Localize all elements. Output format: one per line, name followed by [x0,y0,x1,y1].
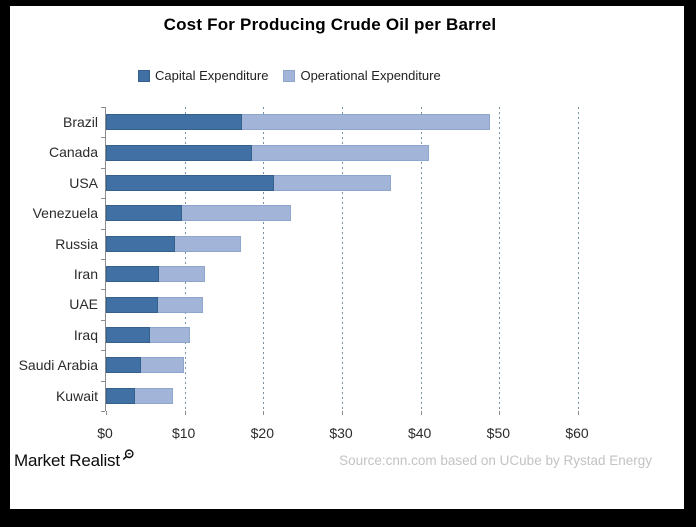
chart-title: Cost For Producing Crude Oil per Barrel [163,15,497,34]
gridline [184,107,186,411]
bar-segment-operational [159,266,206,283]
bar-segment-capital [106,235,176,252]
bar-segment-operational [157,296,203,313]
y-axis-category-labels: Brazil Canada USA Venezuela Russia Iran UAE Ira… [10,107,98,411]
x-tick-label: $10 [171,425,196,441]
x-axis-tick [499,411,501,415]
legend-swatch-icon [283,69,296,82]
gridline [342,107,343,411]
bar-segment-operational [251,144,429,161]
category-label: USA [69,174,98,191]
x-tick-label: $0 [97,425,113,441]
chart-legend: Capital Expenditure Operational Expenditu… [138,68,441,83]
bar-row-canada [106,144,429,161]
gridline [578,107,580,411]
x-tick-label: $30 [329,425,353,441]
legend-item-capital: Capital Expenditure [138,68,268,83]
bar-row-usa [106,175,391,191]
category-label: Iran [73,265,98,282]
bar-segment-capital [106,296,158,313]
bar-row-kuwait [106,387,173,404]
category-label: Brazil [62,114,98,130]
bar-row-russia [106,235,242,252]
y-axis-tick [101,168,105,169]
y-axis-tick [101,320,105,321]
bar-row-iraq [106,327,191,343]
y-axis-tick [101,289,105,290]
x-axis-tick [420,411,422,415]
x-axis-tick [578,411,580,415]
bar-segment-capital [106,144,252,161]
y-axis-tick [101,381,105,382]
bar-segment-operational [135,387,173,404]
y-axis-tick [101,259,105,260]
category-label: Iraq [73,326,98,343]
legend-label: Operational Expenditure [300,68,441,83]
x-axis-tick [263,411,265,415]
y-axis-tick [101,198,105,199]
x-tick-label: $40 [407,425,432,441]
bar-segment-capital [106,205,182,222]
bar-segment-capital [106,266,160,283]
bar-segment-operational [175,235,242,252]
gridline [499,107,501,411]
bar-segment-capital [106,175,275,191]
bar-segment-capital [106,114,243,131]
x-tick-label: $60 [565,425,589,441]
y-axis-tick [101,350,105,351]
category-label: Kuwait [55,387,98,404]
category-label: Saudi Arabia [18,357,98,374]
y-axis-tick [101,229,105,230]
category-label: UAE [69,296,98,313]
y-axis-tick [101,137,105,138]
legend-swatch-icon [138,69,150,82]
bar-segment-operational [274,175,391,191]
bar-row-saudi-arabia [106,357,184,374]
category-label: Canada [48,144,98,161]
x-axis-tick [184,411,186,415]
brand-logo: Market Realist [14,449,135,471]
bar-segment-capital [106,327,151,343]
magnifier-icon [122,449,134,460]
bar-segment-operational [242,114,490,131]
bar-row-brazil [106,114,490,131]
bar-segment-capital [106,387,136,404]
plot-area [101,107,611,415]
legend-label: Capital Expenditure [155,68,269,83]
y-axis-tick [101,107,105,108]
bar-segment-operational [181,205,291,222]
x-axis-tick [342,411,343,415]
x-tick-label: $50 [486,425,511,441]
brand-logo-text: Market Realist [14,451,120,470]
y-axis-tick [101,411,105,412]
source-attribution: Source:cnn.com based on UCube by Rystad … [339,453,652,468]
x-axis-tick [106,411,107,415]
bar-row-venezuela [106,205,291,222]
bar-segment-capital [106,357,141,374]
category-label: Venezuela [32,205,98,222]
x-tick-label: $20 [250,425,274,441]
gridline [263,107,265,411]
bar-row-iran [106,266,206,283]
chart-canvas: Cost For Producing Crude Oil per Barrel … [10,6,684,509]
legend-item-operational: Operational Expenditure [283,68,441,83]
gridline [420,107,422,411]
bar-row-uae [106,296,203,313]
bar-segment-operational [140,357,184,374]
category-label: Russia [55,235,98,252]
bar-segment-operational [150,327,191,343]
